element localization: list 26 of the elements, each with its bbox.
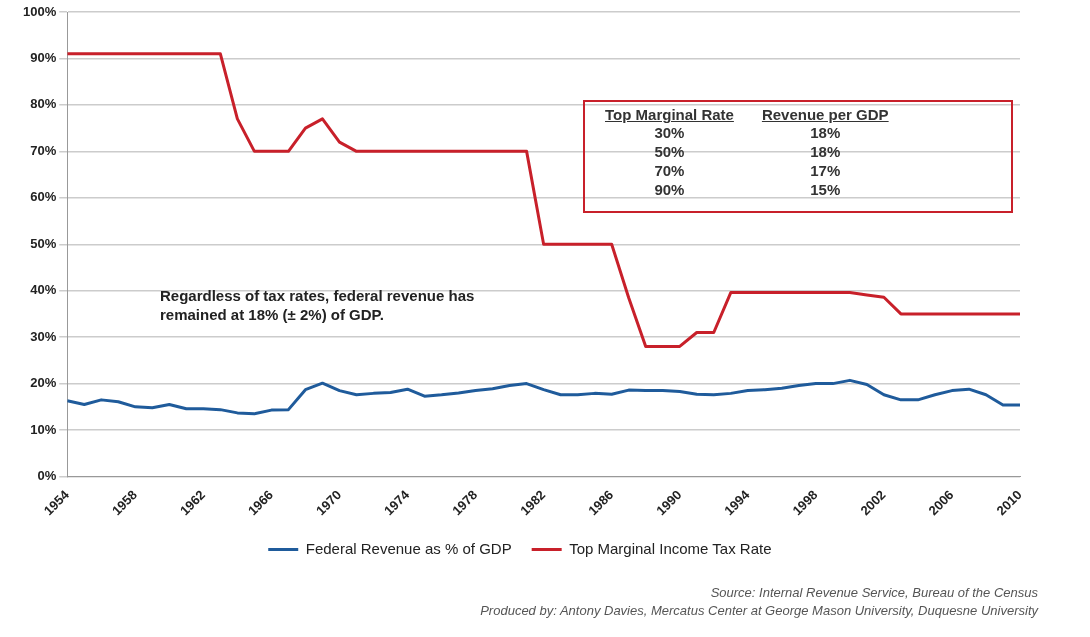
source-note: Source: Internal Revenue Service, Bureau of the Census xyxy=(709,584,1038,602)
annotation: 70% xyxy=(653,161,686,180)
y-tick-label: 100% xyxy=(23,3,57,19)
y-tick-label: 90% xyxy=(30,50,57,66)
text: Produced by: Antony Davies, Mercatus Center at George Mason University, Duquesne University xyxy=(480,602,1038,620)
y-tick-label: 20% xyxy=(30,375,57,391)
y-tick-label: 10% xyxy=(30,421,57,437)
y-tick-label: 80% xyxy=(30,96,57,112)
annotation: 90% xyxy=(653,180,686,199)
annotation: 18% xyxy=(809,123,842,142)
annotation: Top Marginal Rate xyxy=(604,106,735,123)
legend-label: Top Marginal Income Tax Rate xyxy=(569,539,772,557)
annotation: 50% xyxy=(653,142,686,161)
legend-label: Federal Revenue as % of GDP xyxy=(305,539,512,557)
y-tick-label: 30% xyxy=(30,328,57,344)
y-tick-label: 50% xyxy=(30,235,57,251)
annotation: 30% xyxy=(653,123,686,142)
annotation: 18% xyxy=(809,142,842,161)
y-tick-label: 70% xyxy=(30,142,57,158)
annotation: Revenue per GDP xyxy=(760,106,890,123)
annotation: 17% xyxy=(809,161,842,180)
y-tick-label: 0% xyxy=(37,468,57,484)
y-tick-label: 40% xyxy=(30,282,57,298)
annotation: Regardless of tax rates, federal revenue has remained at 18% (± 2%) of GDP. xyxy=(160,286,476,324)
annotation: 15% xyxy=(809,180,842,199)
y-tick-label: 60% xyxy=(30,189,57,205)
